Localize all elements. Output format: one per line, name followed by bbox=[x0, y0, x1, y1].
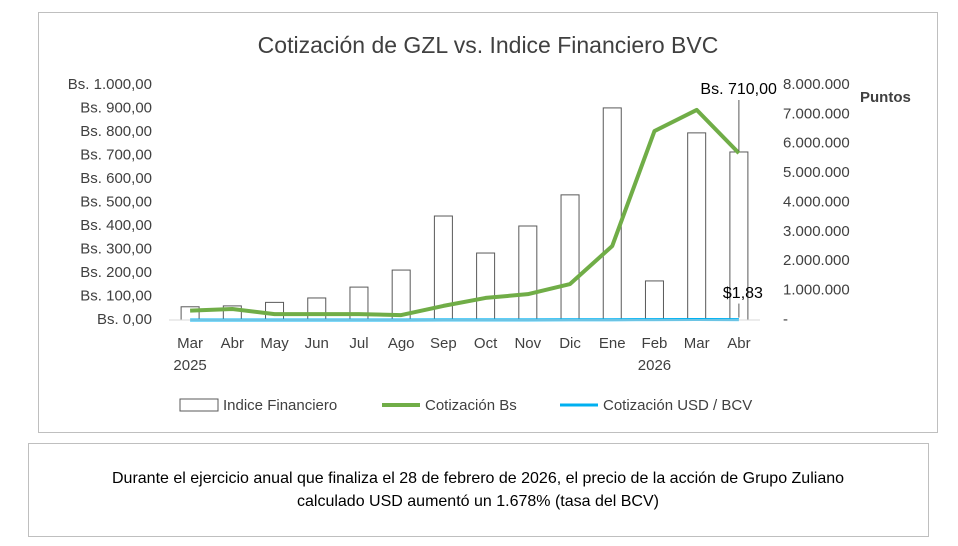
y-tick-label: Bs. 900,00 bbox=[80, 99, 152, 116]
x-group-label: 2025 bbox=[173, 357, 206, 374]
bar bbox=[644, 280, 664, 321]
y2-tick-label: 4.000.000 bbox=[783, 193, 850, 210]
bar bbox=[265, 301, 285, 321]
x-tick-label: Dic bbox=[559, 335, 581, 352]
x-group-label: 2026 bbox=[638, 357, 671, 374]
x-tick-label: May bbox=[260, 335, 289, 352]
y-tick-label: Bs. 0,00 bbox=[97, 311, 152, 328]
x-tick-label: Abr bbox=[727, 335, 750, 352]
y2-axis-label: Puntos bbox=[860, 89, 911, 106]
y-tick-label: Bs. 100,00 bbox=[80, 287, 152, 304]
y-tick-label: Bs. 500,00 bbox=[80, 193, 152, 210]
y-tick-label: Bs. 800,00 bbox=[80, 123, 152, 140]
bar bbox=[518, 225, 538, 321]
y-tick-label: Bs. 700,00 bbox=[80, 146, 152, 163]
bar bbox=[307, 297, 327, 321]
note-line: calculado USD aumentó un 1.678% (tasa de… bbox=[297, 493, 659, 510]
y2-tick-label: 5.000.000 bbox=[783, 164, 850, 181]
x-tick-label: Jun bbox=[305, 335, 329, 352]
y2-tick-label: 1.000.000 bbox=[783, 282, 850, 299]
x-tick-label: Oct bbox=[474, 335, 498, 352]
line bbox=[190, 107, 741, 318]
y2-tick-label: 3.000.000 bbox=[783, 223, 850, 240]
y2-tick-label: - bbox=[783, 311, 788, 328]
y-tick-label: Bs. 300,00 bbox=[80, 240, 152, 257]
bar bbox=[687, 132, 707, 321]
bar bbox=[602, 107, 622, 321]
x-tick-label: Mar bbox=[684, 335, 710, 352]
bar bbox=[560, 194, 580, 321]
x-tick-label: Abr bbox=[221, 335, 244, 352]
x-tick-label: Ago bbox=[388, 335, 415, 352]
chart-title: Cotización de GZL vs. Indice Financiero … bbox=[258, 32, 719, 58]
x-tick-label: Ene bbox=[599, 335, 626, 352]
y-tick-label: Bs. 1.000,00 bbox=[68, 76, 152, 93]
x-tick-label: Feb bbox=[642, 335, 668, 352]
y2-tick-label: 2.000.000 bbox=[783, 252, 850, 269]
y2-tick-label: 8.000.000 bbox=[783, 76, 850, 93]
data-label: $1,83 bbox=[723, 285, 763, 302]
bar bbox=[476, 252, 496, 321]
y-tick-label: Bs. 400,00 bbox=[80, 217, 152, 234]
legend-label: Cotización Bs bbox=[425, 397, 517, 414]
y2-tick-label: 6.000.000 bbox=[783, 135, 850, 152]
chart-frame bbox=[38, 12, 938, 433]
y2-tick-label: 7.000.000 bbox=[783, 105, 850, 122]
legend-label: Indice Financiero bbox=[223, 397, 337, 414]
note-line: Durante el ejercicio anual que finaliza … bbox=[112, 470, 844, 487]
legend-label: Cotización USD / BCV bbox=[603, 397, 752, 414]
x-tick-label: Mar bbox=[177, 335, 203, 352]
x-tick-label: Jul bbox=[349, 335, 368, 352]
y-tick-label: Bs. 200,00 bbox=[80, 264, 152, 281]
x-tick-label: Nov bbox=[514, 335, 541, 352]
data-label: Bs. 710,00 bbox=[700, 81, 777, 98]
x-tick-label: Sep bbox=[430, 335, 457, 352]
legend-swatch bbox=[179, 398, 219, 412]
y-tick-label: Bs. 600,00 bbox=[80, 170, 152, 187]
note-frame bbox=[28, 443, 929, 537]
